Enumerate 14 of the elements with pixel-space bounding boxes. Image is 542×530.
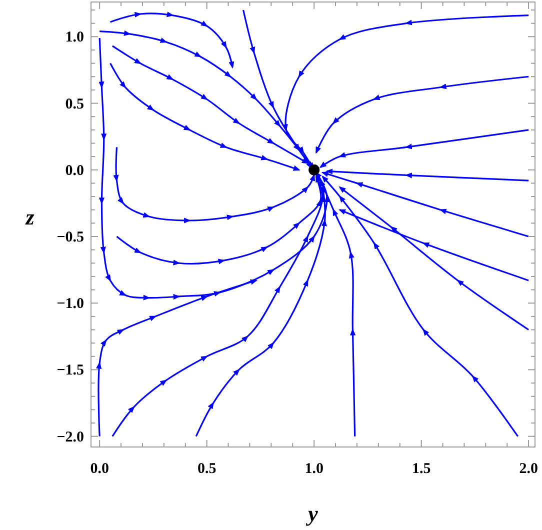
x-tick-label: 0.0 bbox=[90, 461, 109, 477]
y-tick-label: −1.5 bbox=[56, 362, 84, 379]
x-tick-label: 2.0 bbox=[519, 461, 538, 477]
x-tick-label: 0.5 bbox=[197, 461, 216, 477]
x-tick-label: 1.5 bbox=[412, 461, 431, 477]
x-axis-title: y bbox=[305, 501, 318, 526]
x-tick-label: 1.0 bbox=[304, 461, 324, 477]
y-tick-label: 0.0 bbox=[65, 162, 84, 179]
y-tick-label: −2.0 bbox=[56, 429, 84, 446]
y-tick-label: 0.5 bbox=[65, 96, 84, 112]
y-tick-label: −0.5 bbox=[56, 229, 84, 246]
y-tick-label: −1.0 bbox=[56, 296, 84, 312]
y-axis-title: z bbox=[24, 204, 35, 230]
y-tick-label: 1.0 bbox=[65, 30, 84, 46]
